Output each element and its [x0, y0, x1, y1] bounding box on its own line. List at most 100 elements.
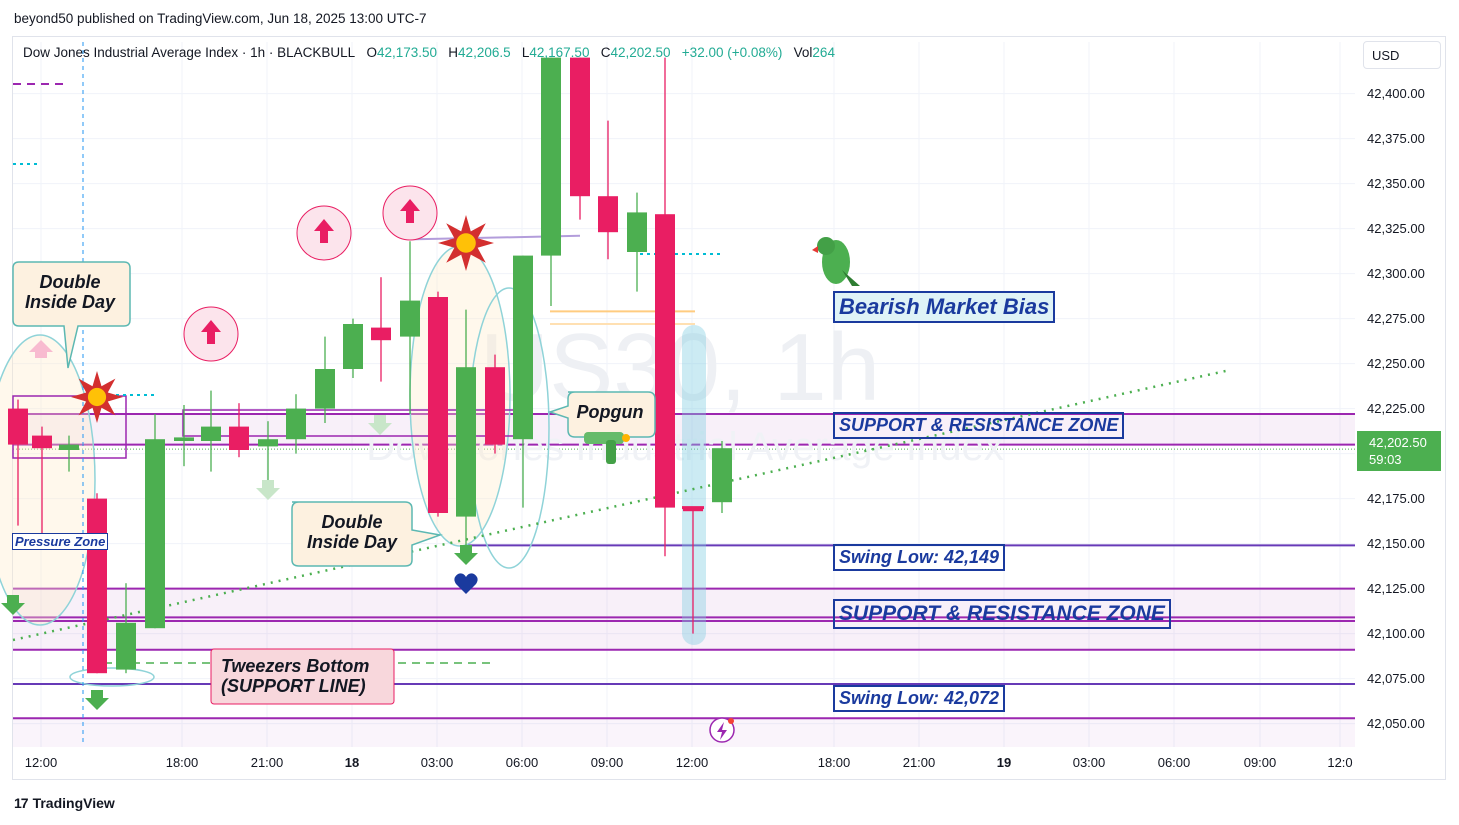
candle-body — [343, 324, 363, 369]
popgun-grip — [606, 440, 616, 464]
popgun-cork — [622, 434, 630, 442]
sr-zone-lower-label[interactable]: SUPPORT & RESISTANCE ZONE — [833, 599, 1171, 629]
time-tick-label: 21:00 — [902, 755, 936, 770]
popgun-icon — [584, 432, 624, 444]
swing-low-1-label[interactable]: Swing Low: 42,149 — [833, 544, 1006, 571]
candle-body — [371, 327, 391, 341]
price-tick-label: 42,325.00 — [1367, 220, 1425, 236]
time-tick-label: 19 — [996, 755, 1012, 770]
pattern-ellipse — [0, 334, 96, 626]
candle-body — [8, 408, 28, 445]
candle-body — [174, 437, 194, 441]
price-tick-label: 42,075.00 — [1367, 670, 1425, 686]
candle-body — [201, 426, 221, 441]
time-tick-label: 03:00 — [1072, 755, 1106, 770]
explosion-icon-core — [456, 233, 476, 253]
candle-body — [655, 214, 675, 508]
parrot-tail — [842, 270, 860, 286]
double-inside-1-line1: Double — [39, 272, 101, 292]
time-tick-label: 09:00 — [1243, 755, 1277, 770]
price-tick-label: 42,150.00 — [1367, 535, 1425, 551]
double-inside-day-callout-2[interactable]: Double Inside Day — [293, 512, 411, 552]
brand-name: TradingView — [32, 795, 115, 811]
price-tick-label: 42,275.00 — [1367, 310, 1425, 326]
time-tick-label: 18:00 — [817, 755, 851, 770]
popgun-callout[interactable]: Popgun — [576, 402, 644, 422]
swing-low-2-label[interactable]: Swing Low: 42,072 — [833, 685, 1006, 712]
open-label: O — [366, 45, 377, 60]
pressure-zone-label[interactable]: Pressure Zone — [12, 533, 109, 550]
time-tick-label: 18:00 — [165, 755, 199, 770]
open-value: 42,173.50 — [376, 45, 438, 60]
parrot-beak — [812, 246, 818, 253]
bearish-bias-label[interactable]: Bearish Market Bias — [833, 291, 1056, 323]
price-tick-label: 42,175.00 — [1367, 490, 1425, 506]
heart-icon — [454, 573, 478, 594]
candle-body — [683, 507, 703, 512]
candle-body — [258, 439, 278, 447]
highlight-bar — [682, 325, 706, 645]
price-tick-label: 42,100.00 — [1367, 625, 1425, 641]
tweezers-line2: (SUPPORT LINE) — [221, 676, 366, 696]
up-arrow-icon — [400, 199, 420, 223]
bar-countdown: 59:03 — [1369, 452, 1402, 467]
parrot-head — [817, 237, 835, 255]
low-label: L — [521, 45, 530, 60]
candle-body — [400, 300, 420, 337]
down-arrow-icon — [454, 545, 478, 565]
candle-body — [87, 498, 107, 674]
candle-body — [286, 408, 306, 440]
price-tick-label: 42,350.00 — [1367, 175, 1425, 191]
candle-body — [485, 367, 505, 445]
explosion-icon-core — [87, 387, 107, 407]
price-tick-label: 42,375.00 — [1367, 130, 1425, 146]
alert-dot — [728, 718, 734, 724]
volume-value: 264 — [812, 45, 835, 60]
last-price-tag: 42,202.50 59:03 — [1357, 431, 1441, 471]
down-arrow-icon — [368, 415, 392, 435]
candle-body — [570, 57, 590, 197]
down-arrow-icon — [256, 480, 280, 500]
tradingview-logo[interactable]: 17 TradingView — [14, 795, 115, 811]
time-tick-label: 09:00 — [590, 755, 624, 770]
tweezers-callout[interactable]: Tweezers Bottom (SUPPORT LINE) — [211, 656, 403, 696]
callout-bubble — [291, 501, 443, 567]
tweezers-ellipse — [69, 667, 155, 687]
candle-body — [59, 444, 79, 450]
lightning-icon — [717, 722, 727, 740]
price-tick-label: 42,225.00 — [1367, 400, 1425, 416]
time-tick-label: 18 — [344, 755, 360, 770]
candle-body — [627, 212, 647, 252]
double-inside-day-callout-1[interactable]: Double Inside Day — [13, 272, 127, 312]
candle-body — [541, 57, 561, 256]
double-inside-2-line2: Inside Day — [306, 532, 398, 552]
down-arrow-icon — [1, 595, 25, 615]
time-tick-label: 12:00 — [675, 755, 709, 770]
time-tick-label: 06:00 — [1157, 755, 1191, 770]
watermark-symbol: US30, 1h — [480, 314, 880, 421]
sr-zone-lower — [13, 588, 1355, 650]
symbol-legend: Dow Jones Industrial Average Index · 1h … — [23, 45, 835, 60]
double-inside-2-line1: Double — [321, 512, 383, 532]
low-value: 42,167.50 — [529, 45, 590, 60]
volume-label: Vol — [793, 45, 813, 60]
close-value: 42,202.50 — [610, 45, 671, 60]
price-tick-label: 42,050.00 — [1367, 715, 1425, 731]
candle-body — [428, 297, 448, 513]
tweezers-line1: Tweezers Bottom — [221, 656, 370, 676]
time-tick-label: 03:00 — [420, 755, 454, 770]
symbol-name: Dow Jones Industrial Average Index · 1h … — [23, 45, 356, 60]
change-value: +32.00 (+0.08%) — [681, 45, 783, 60]
candle-body — [145, 439, 165, 629]
down-arrow-icon — [85, 690, 109, 710]
sr-zone-upper-label[interactable]: SUPPORT & RESISTANCE ZONE — [833, 412, 1125, 439]
callout-bubble — [547, 391, 656, 438]
up-arrow-faint-icon — [29, 340, 53, 358]
tweezers-box — [210, 648, 395, 705]
currency-button[interactable]: USD — [1363, 41, 1441, 69]
price-tick-label: 42,250.00 — [1367, 355, 1425, 371]
time-tick-label: 21:00 — [250, 755, 284, 770]
last-price: 42,202.50 — [1369, 435, 1427, 450]
price-tick-label: 42,125.00 — [1367, 580, 1425, 596]
